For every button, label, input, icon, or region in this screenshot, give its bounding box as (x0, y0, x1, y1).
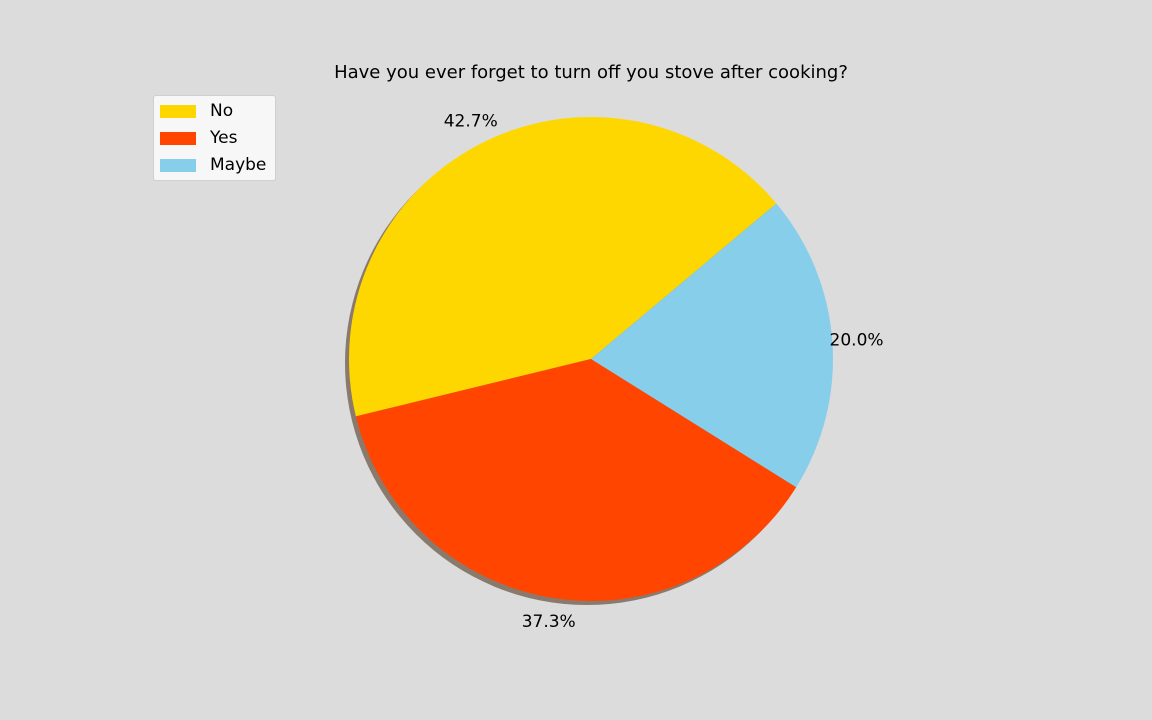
pie-slice-maybe (591, 203, 833, 488)
legend: No Yes Maybe (153, 95, 276, 181)
pct-label-yes: 37.3% (522, 612, 576, 632)
pct-label-maybe: 20.0% (830, 330, 884, 350)
legend-swatch-maybe (160, 158, 196, 172)
legend-label-maybe: Maybe (210, 155, 267, 175)
legend-entry-no: No (160, 101, 233, 121)
legend-swatch-no (160, 104, 196, 118)
legend-swatch-yes (160, 131, 196, 145)
chart-title: Have you ever forget to turn off you sto… (334, 62, 848, 83)
legend-entry-maybe: Maybe (160, 155, 266, 175)
legend-label-yes: Yes (210, 128, 238, 148)
legend-entry-yes: Yes (160, 128, 237, 148)
pct-label-no: 42.7% (444, 112, 498, 132)
pie-slice-yes (355, 359, 797, 601)
pie-slice-no (348, 116, 777, 417)
legend-label-no: No (210, 101, 234, 121)
